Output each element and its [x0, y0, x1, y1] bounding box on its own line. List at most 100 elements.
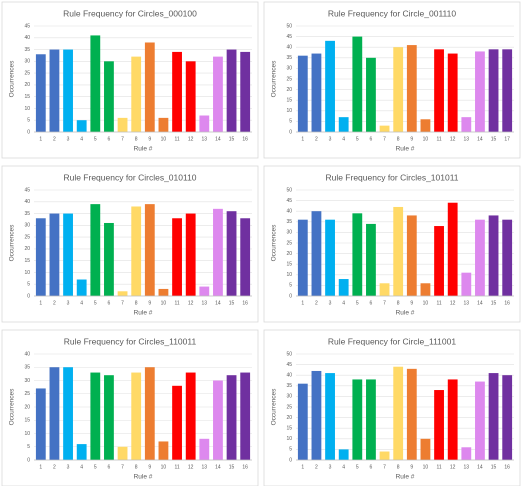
y-tick-label: 30	[286, 394, 292, 400]
bar	[379, 125, 390, 132]
y-tick-label: 20	[24, 82, 30, 88]
y-tick-label: 10	[24, 431, 30, 437]
x-axis-label: Rule #	[396, 146, 415, 153]
x-tick-label: 6	[108, 464, 111, 470]
y-tick-label: 15	[286, 262, 292, 268]
bar	[352, 213, 363, 296]
x-tick-label: 10	[423, 464, 429, 470]
y-tick-label: 15	[286, 98, 292, 104]
x-tick-label: 1	[301, 464, 304, 470]
x-tick-label: 12	[188, 300, 194, 306]
y-tick-label: 5	[27, 118, 30, 124]
bar	[117, 446, 128, 460]
y-tick-label: 25	[286, 76, 292, 82]
y-tick-label: 30	[24, 378, 30, 384]
bar	[393, 366, 404, 460]
y-tick-label: 45	[24, 187, 30, 193]
y-tick-label: 5	[289, 283, 292, 289]
x-tick-label: 12	[188, 464, 194, 470]
x-tick-label: 13	[464, 136, 470, 142]
x-tick-label: 14	[215, 464, 221, 470]
x-tick-label: 8	[135, 136, 138, 142]
y-tick-label: 10	[24, 106, 30, 112]
x-tick-label: 11	[174, 300, 179, 306]
x-tick-label: 11	[436, 136, 441, 142]
y-tick-label: 40	[24, 35, 30, 41]
y-tick-label: 50	[286, 187, 292, 193]
bar	[35, 54, 46, 133]
bar	[158, 117, 169, 132]
y-tick-label: 25	[286, 404, 292, 410]
y-tick-label: 40	[24, 351, 30, 357]
x-tick-label: 1	[301, 300, 304, 306]
x-tick-label: 13	[202, 136, 208, 142]
bar	[338, 279, 349, 296]
y-tick-label: 50	[286, 351, 292, 357]
bar	[240, 218, 251, 296]
chart-title: Rule Frequency for Circles_101011	[325, 172, 458, 182]
bar	[144, 367, 155, 460]
y-tick-label: 40	[24, 199, 30, 205]
y-tick-label: 15	[24, 418, 30, 424]
bar	[352, 36, 363, 132]
x-tick-label: 3	[329, 300, 332, 306]
bar	[199, 286, 210, 296]
x-axis-label: Rule #	[396, 310, 415, 317]
bar	[185, 372, 196, 460]
y-tick-label: 5	[289, 447, 292, 453]
bar	[172, 385, 182, 460]
x-tick-label: 8	[397, 464, 400, 470]
bar	[185, 213, 196, 296]
x-tick-label: 13	[202, 300, 208, 306]
x-tick-label: 8	[135, 464, 138, 470]
x-tick-label: 7	[383, 136, 386, 142]
bar	[488, 373, 499, 460]
x-tick-label: 16	[242, 136, 248, 142]
x-tick-label: 14	[215, 136, 221, 142]
x-tick-label: 10	[423, 136, 429, 142]
x-tick-label: 2	[53, 136, 56, 142]
bar	[366, 379, 376, 460]
x-tick-label: 1	[39, 136, 42, 142]
bar	[199, 115, 210, 132]
x-tick-label: 7	[383, 300, 386, 306]
x-tick-label: 4	[80, 300, 83, 306]
y-tick-label: 20	[286, 251, 292, 257]
bar	[475, 219, 485, 296]
y-axis-label: Occurrences	[271, 224, 278, 262]
x-tick-label: 9	[148, 464, 151, 470]
x-tick-label: 8	[135, 300, 138, 306]
bar	[63, 367, 73, 460]
bar	[297, 383, 308, 460]
bar	[406, 45, 417, 132]
x-tick-label: 5	[356, 300, 359, 306]
x-tick-label: 12	[450, 464, 456, 470]
bar	[461, 447, 472, 460]
y-tick-label: 25	[24, 234, 30, 240]
x-tick-label: 2	[53, 300, 56, 306]
bar	[379, 451, 390, 460]
y-tick-label: 30	[286, 230, 292, 236]
bar	[226, 49, 237, 132]
y-tick-label: 25	[24, 70, 30, 76]
bar	[434, 226, 444, 296]
y-axis-label: Occurrences	[271, 388, 278, 426]
x-tick-label: 11	[436, 464, 441, 470]
chart-title: Rule Frequency for Circle_001110	[328, 8, 456, 18]
y-tick-label: 0	[289, 293, 292, 299]
bar	[117, 291, 128, 296]
x-tick-label: 12	[450, 136, 456, 142]
bar	[461, 117, 472, 132]
bar	[352, 379, 363, 460]
x-tick-label: 11	[174, 136, 179, 142]
x-tick-label: 2	[315, 300, 318, 306]
x-tick-label: 9	[410, 464, 413, 470]
bar	[76, 444, 87, 460]
bar	[393, 47, 404, 133]
y-axis-label: Occurrences	[9, 60, 16, 98]
x-tick-label: 4	[342, 136, 345, 142]
x-tick-label: 15	[491, 464, 497, 470]
bar	[49, 367, 60, 460]
y-tick-label: 20	[24, 246, 30, 252]
